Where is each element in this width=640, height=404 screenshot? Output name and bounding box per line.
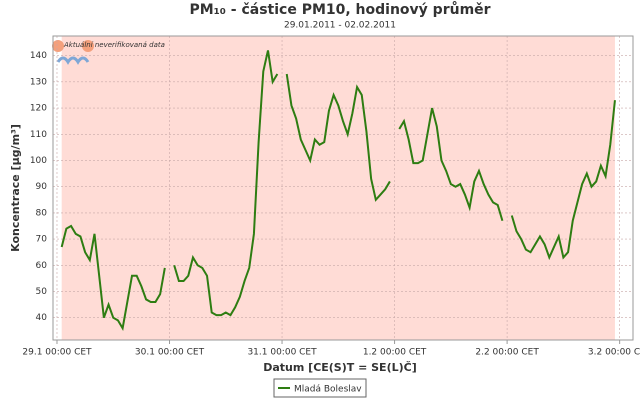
y-tick-label: 140	[30, 51, 47, 61]
logo	[82, 40, 94, 52]
annotation: Aktuální neverifikovaná data	[63, 41, 165, 49]
y-tick-label: 40	[36, 313, 48, 323]
logo	[52, 40, 64, 52]
chart-subtitle: 29.01.2011 - 02.02.2011	[284, 21, 396, 31]
y-tick-label: 100	[30, 156, 47, 166]
legend-label: Mladá Boleslav	[294, 385, 362, 395]
x-tick-label: 3.2 00:00 CET	[588, 348, 640, 358]
chart-title: PM₁₀ - částice PM10, hodinový průměr	[189, 1, 490, 18]
x-axis-label: Datum [CE(S)T = SE(L)Č]	[263, 361, 417, 374]
unverified-region	[61, 36, 615, 340]
y-tick-label: 110	[30, 130, 47, 140]
y-tick-label: 50	[36, 287, 48, 297]
x-tick-label: 31.1 00:00 CET	[247, 348, 317, 358]
x-tick-label: 29.1 00:00 CET	[22, 348, 92, 358]
y-tick-label: 130	[30, 77, 47, 87]
y-axis-label: Koncentrace [µg/m³]	[9, 124, 22, 252]
x-tick-label: 2.2 00:00 CET	[475, 348, 539, 358]
y-tick-label: 90	[36, 182, 48, 192]
y-tick-label: 70	[36, 235, 48, 245]
y-tick-label: 60	[36, 261, 48, 271]
x-tick-label: 30.1 00:00 CET	[135, 348, 205, 358]
y-tick-label: 120	[30, 104, 47, 114]
plot-border	[52, 35, 634, 341]
y-tick-label: 80	[36, 208, 48, 218]
logo	[56, 56, 90, 65]
data-line	[60, 50, 616, 332]
legend-box	[273, 378, 367, 398]
legend: Mladá Boleslav	[273, 378, 367, 398]
x-tick-label: 1.2 00:00 CET	[363, 348, 427, 358]
